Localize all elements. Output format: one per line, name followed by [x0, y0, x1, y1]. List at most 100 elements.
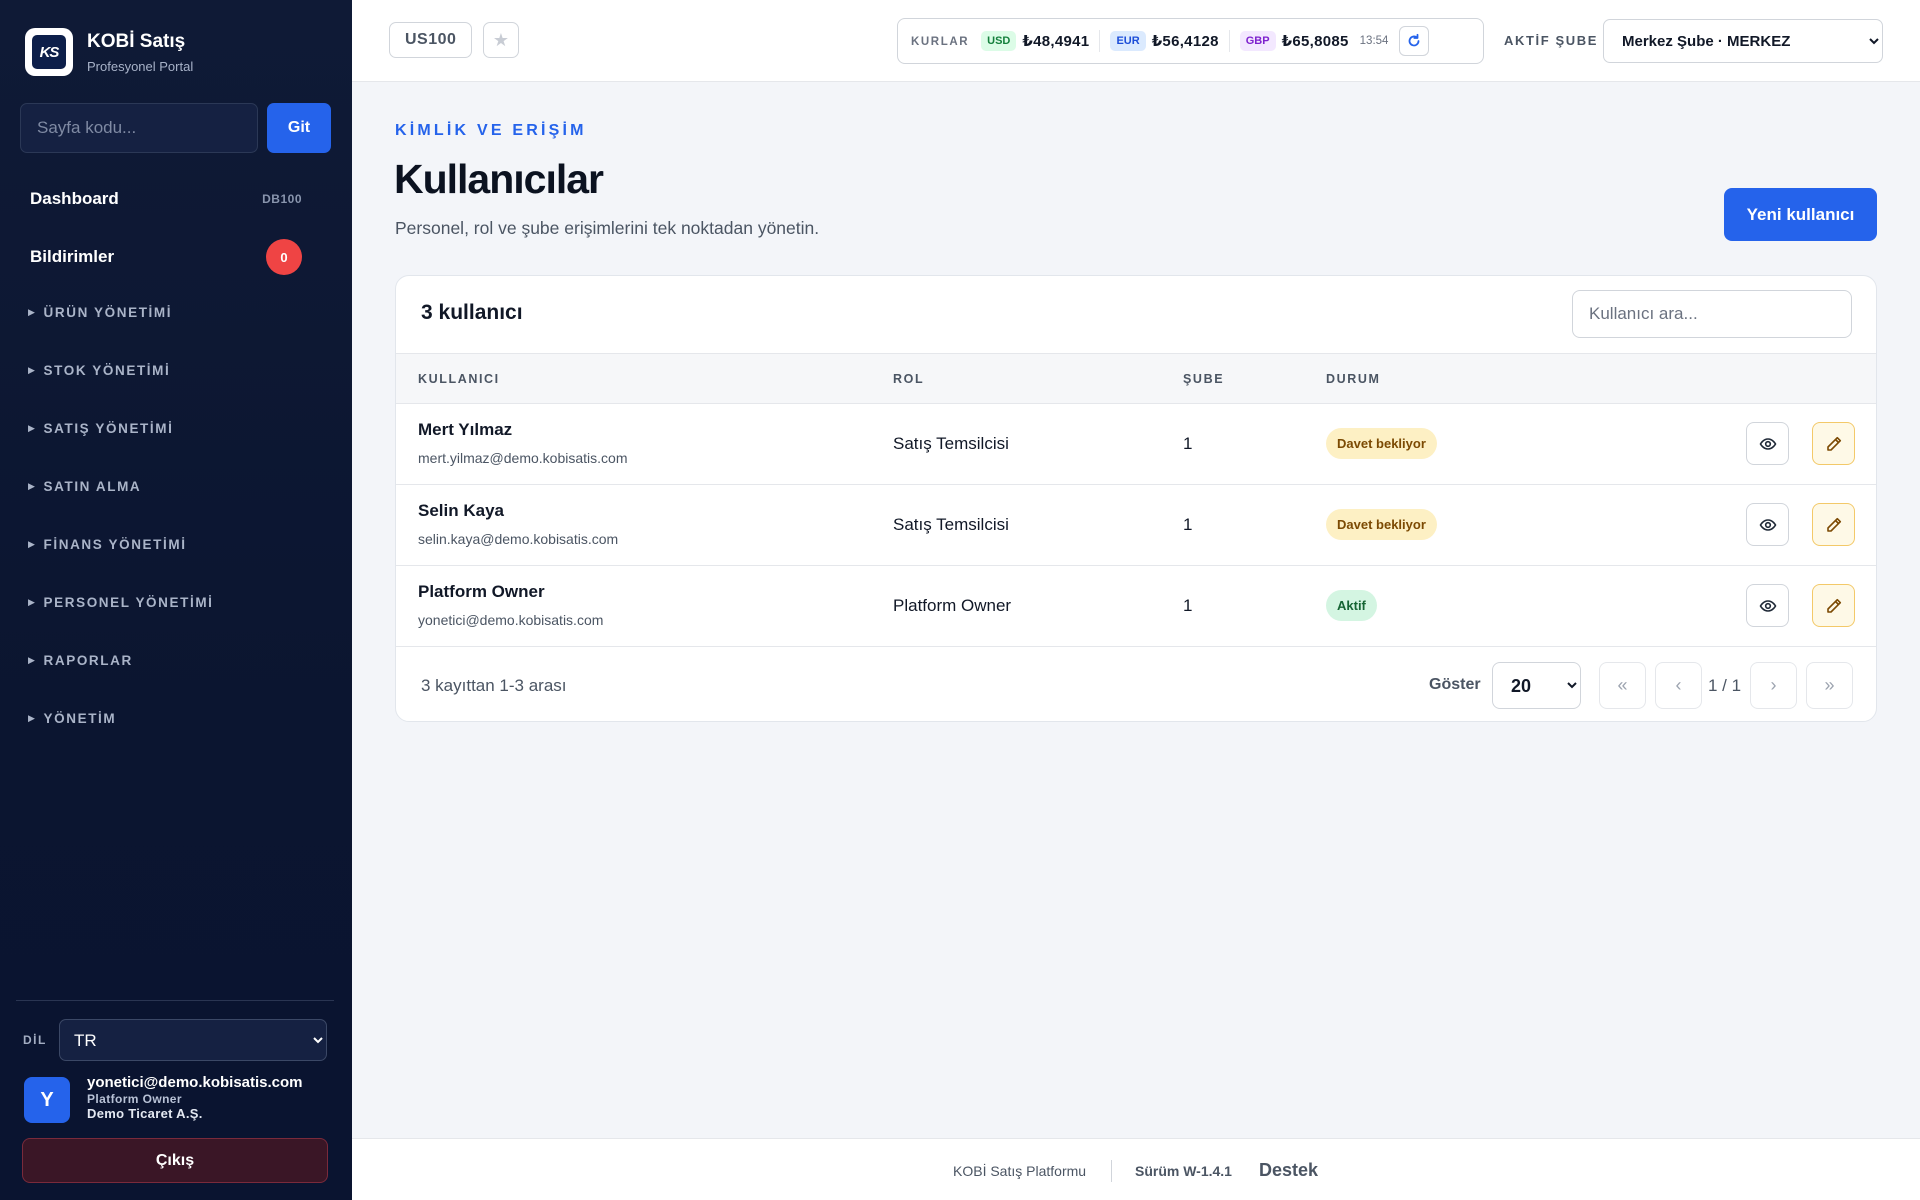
eye-icon — [1759, 437, 1776, 450]
brand[interactable]: KS KOBİ Satış Profesyonel Portal — [25, 28, 193, 76]
status-badge: Aktif — [1326, 590, 1377, 621]
table-footer: 3 kayıttan 1-3 arası Göster 20 « ‹ 1 / 1… — [396, 646, 1876, 721]
edit-button[interactable] — [1812, 422, 1855, 465]
page-size-label: Göster — [1429, 676, 1481, 693]
last-page-button[interactable]: » — [1806, 662, 1853, 709]
sidebar-group-sales[interactable]: ▶ SATIŞ YÖNETİMİ — [28, 421, 173, 436]
user-branch-count: 1 — [1183, 515, 1193, 534]
user-name: Selin Kaya — [418, 501, 504, 520]
caret-right-icon: ▶ — [28, 539, 37, 549]
active-branch-label: AKTİF ŞUBE — [1504, 33, 1598, 48]
sidebar-item-label: Dashboard — [30, 189, 119, 208]
card-header: 3 kullanıcı — [396, 276, 1876, 353]
support-link[interactable]: Destek — [1259, 1160, 1319, 1180]
sidebar-group-admin[interactable]: ▶ YÖNETİM — [28, 711, 116, 726]
prev-page-button[interactable]: ‹ — [1655, 662, 1702, 709]
user-name: Platform Owner — [418, 582, 545, 601]
section-eyebrow: KİMLİK VE ERİŞİM — [395, 122, 587, 139]
page-code-input[interactable] — [20, 103, 258, 153]
footer-platform: KOBİ Satış Platformu — [953, 1163, 1087, 1179]
column-status[interactable]: DURUM — [1326, 372, 1381, 386]
user-info: yonetici@demo.kobisatis.com Platform Own… — [87, 1075, 303, 1121]
view-button[interactable] — [1746, 422, 1789, 465]
edit-button[interactable] — [1812, 503, 1855, 546]
app-subtitle: Profesyonel Portal — [87, 58, 194, 74]
rate-divider — [1228, 30, 1230, 52]
currency-tag: EUR — [1110, 31, 1146, 51]
page-size-select[interactable]: 20 — [1492, 662, 1581, 709]
sidebar-group-finance[interactable]: ▶ FİNANS YÖNETİMİ — [28, 537, 187, 552]
users-card: 3 kullanıcı KULLANICI ROL ŞUBE DURUM Mer… — [395, 275, 1877, 722]
user-search-input[interactable] — [1572, 290, 1852, 338]
view-button[interactable] — [1746, 584, 1789, 627]
sidebar-group-personnel[interactable]: ▶ PERSONEL YÖNETİMİ — [28, 595, 214, 610]
page-description: Personel, rol ve şube erişimlerini tek n… — [395, 218, 820, 238]
caret-right-icon: ▶ — [28, 655, 37, 665]
rate-value: ₺65,8085 — [1281, 33, 1349, 50]
user-branch-count: 1 — [1183, 596, 1193, 615]
user-branch-count: 1 — [1183, 434, 1193, 453]
table-row[interactable]: Platform Owner yonetici@demo.kobisatis.c… — [396, 566, 1876, 647]
table-row[interactable]: Mert Yılmaz mert.yilmaz@demo.kobisatis.c… — [396, 404, 1876, 485]
app-logo: KS — [25, 28, 73, 76]
user-role: Platform Owner — [87, 1091, 182, 1106]
caret-right-icon: ▶ — [28, 597, 37, 607]
user-role: Satış Temsilcisi — [893, 515, 1009, 534]
sidebar-group-label: SATIN ALMA — [43, 479, 142, 494]
sidebar-group-label: YÖNETİM — [43, 711, 117, 726]
app-title: KOBİ Satış — [87, 30, 186, 52]
language-label: DİL — [23, 1033, 47, 1047]
sidebar-item-notifications[interactable]: Bildirimler 0 — [30, 238, 302, 276]
page-info: 1 / 1 — [1708, 676, 1742, 695]
sidebar-group-label: SATIŞ YÖNETİMİ — [43, 421, 174, 436]
status-badge: Davet bekliyor — [1326, 509, 1437, 540]
user-role: Platform Owner — [893, 596, 1012, 615]
avatar: Y — [24, 1077, 70, 1123]
column-role[interactable]: ROL — [893, 372, 925, 386]
column-user[interactable]: KULLANICI — [418, 372, 500, 386]
footer-version: Sürüm W-1.4.1 — [1135, 1163, 1232, 1179]
sidebar-group-purchasing[interactable]: ▶ SATIN ALMA — [28, 479, 141, 494]
user-email: yonetici@demo.kobisatis.com — [87, 1074, 303, 1091]
go-button[interactable]: Git — [267, 103, 331, 153]
table-row[interactable]: Selin Kaya selin.kaya@demo.kobisatis.com… — [396, 485, 1876, 566]
sidebar-item-dashboard[interactable]: Dashboard DB100 — [30, 187, 302, 211]
favorite-button[interactable]: ★ — [483, 22, 519, 58]
column-branch[interactable]: ŞUBE — [1183, 372, 1225, 386]
logout-button[interactable]: Çıkış — [22, 1138, 328, 1183]
sidebar-group-stock[interactable]: ▶ STOK YÖNETİMİ — [28, 363, 170, 378]
sidebar-group-label: STOK YÖNETİMİ — [43, 363, 171, 378]
sidebar-group-label: PERSONEL YÖNETİMİ — [43, 595, 214, 610]
footer-divider — [1111, 1160, 1112, 1182]
next-page-button[interactable]: › — [1750, 662, 1797, 709]
sidebar-group-product[interactable]: ▶ ÜRÜN YÖNETİMİ — [28, 305, 172, 320]
language-select[interactable]: TR — [59, 1019, 327, 1061]
star-icon: ★ — [492, 29, 510, 50]
rate-divider — [1099, 30, 1101, 52]
sidebar-group-label: ÜRÜN YÖNETİMİ — [43, 305, 173, 320]
view-button[interactable] — [1746, 503, 1789, 546]
card-title: 3 kullanıcı — [421, 301, 523, 324]
refresh-rates-button[interactable] — [1399, 26, 1430, 56]
sidebar-divider — [16, 1000, 334, 1001]
rate-value: ₺48,4941 — [1022, 33, 1090, 50]
currency-tag: USD — [981, 31, 1017, 51]
caret-right-icon: ▶ — [28, 307, 37, 317]
user-role: Satış Temsilcisi — [893, 434, 1009, 453]
sidebar-group-label: RAPORLAR — [43, 653, 133, 668]
new-user-button[interactable]: Yeni kullanıcı — [1724, 188, 1877, 241]
page-footer: KOBİ Satış Platformu Sürüm W-1.4.1 Deste… — [352, 1138, 1920, 1200]
currency-tag: GBP — [1239, 31, 1276, 51]
table-header: KULLANICI ROL ŞUBE DURUM — [396, 353, 1876, 404]
pencil-icon — [1826, 436, 1841, 451]
rate-eur: EUR ₺56,4128 — [1110, 31, 1218, 51]
edit-button[interactable] — [1812, 584, 1855, 627]
sidebar-group-label: FİNANS YÖNETİMİ — [43, 537, 187, 552]
eye-icon — [1759, 518, 1776, 531]
pencil-icon — [1826, 517, 1841, 532]
sidebar-group-reports[interactable]: ▶ RAPORLAR — [28, 653, 133, 668]
page-title: Kullanıcılar — [394, 156, 604, 202]
active-branch-select[interactable]: Merkez Şube · MERKEZ — [1603, 19, 1883, 63]
caret-right-icon: ▶ — [28, 713, 37, 723]
first-page-button[interactable]: « — [1599, 662, 1646, 709]
